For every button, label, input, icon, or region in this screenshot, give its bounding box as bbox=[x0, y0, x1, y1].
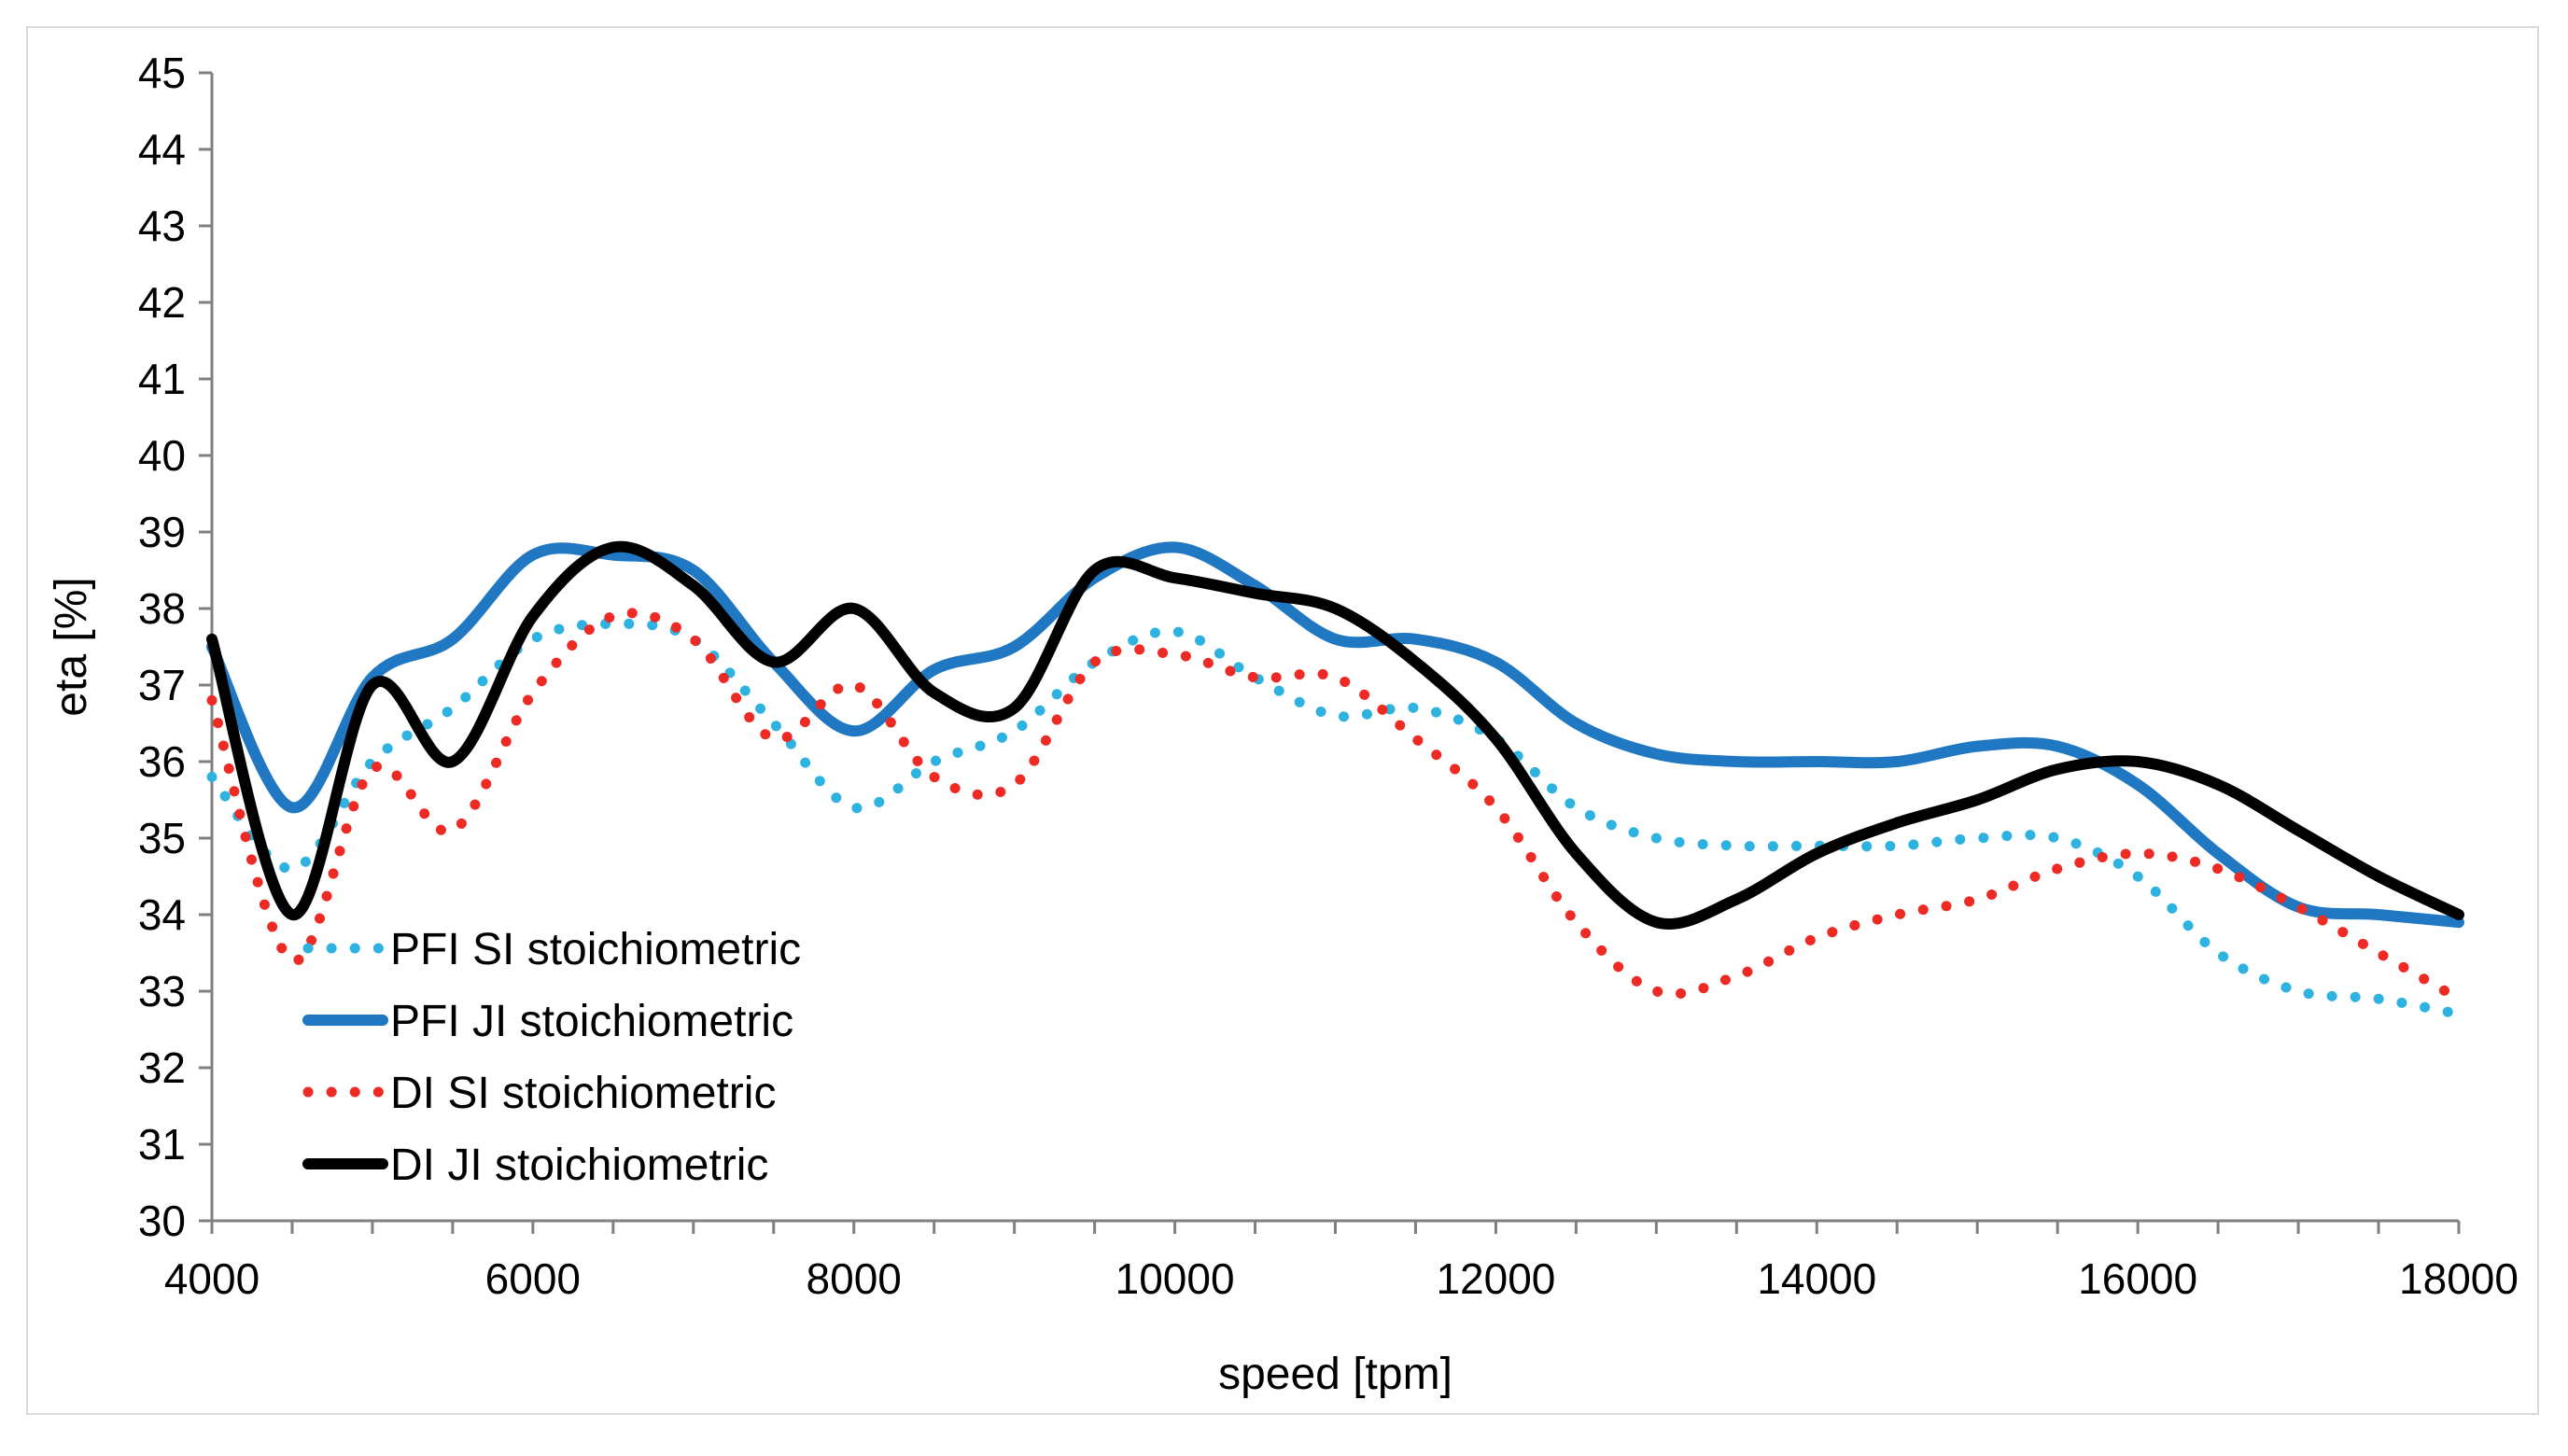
y-tick-label: 35 bbox=[138, 814, 186, 862]
y-tick-label: 34 bbox=[138, 890, 186, 939]
y-axis-title: eta [%] bbox=[47, 577, 96, 716]
legend-label-di-si-stoichiometric: DI SI stoichiometric bbox=[390, 1069, 776, 1118]
series-line-di-ji-stoichiometric bbox=[206, 540, 2464, 930]
x-tick-label: 14000 bbox=[1757, 1254, 1876, 1303]
legend-label-pfi-ji-stoichiometric: PFI JI stoichiometric bbox=[390, 997, 793, 1046]
y-tick-label: 43 bbox=[138, 202, 186, 250]
y-tick-label: 33 bbox=[138, 967, 186, 1015]
series-lines bbox=[206, 540, 2464, 1020]
series-line-pfi-ji-stoichiometric bbox=[206, 541, 2464, 929]
y-axis-ticks: 30 31 32 33 34 35 36 37 38 39 40 41 42 43 44 45 bbox=[138, 49, 212, 1245]
y-tick-label: 42 bbox=[138, 278, 186, 327]
y-tick-label: 32 bbox=[138, 1043, 186, 1092]
y-tick-label: 31 bbox=[138, 1120, 186, 1169]
y-tick-label: 45 bbox=[138, 49, 186, 97]
y-tick-label: 37 bbox=[138, 661, 186, 709]
legend-label-pfi-si-stoichiometric: PFI SI stoichiometric bbox=[390, 925, 801, 974]
x-tick-label: 10000 bbox=[1116, 1254, 1235, 1303]
chart-frame bbox=[26, 26, 2539, 1415]
x-axis-ticks: 4000 6000 8000 10000 12000 14000 16000 18000 bbox=[164, 1221, 2519, 1303]
x-tick-label: 16000 bbox=[2078, 1254, 2197, 1303]
y-tick-label: 38 bbox=[138, 584, 186, 633]
x-tick-label: 8000 bbox=[807, 1254, 902, 1303]
x-tick-label: 6000 bbox=[485, 1254, 581, 1303]
y-tick-label: 41 bbox=[138, 355, 186, 403]
x-tick-label: 18000 bbox=[2399, 1254, 2519, 1303]
y-tick-label: 40 bbox=[138, 431, 186, 480]
x-axis-title: speed [tpm] bbox=[1218, 1350, 1452, 1399]
legend-label-di-ji-stoichiometric: DI JI stoichiometric bbox=[390, 1141, 768, 1190]
legend: PFI SI stoichiometric PFI JI stoichiometr… bbox=[302, 925, 801, 1190]
x-tick-label: 12000 bbox=[1436, 1254, 1555, 1303]
y-tick-label: 30 bbox=[138, 1197, 186, 1245]
y-tick-label: 36 bbox=[138, 737, 186, 786]
x-tick-label: 4000 bbox=[164, 1254, 260, 1303]
y-tick-label: 39 bbox=[138, 508, 186, 556]
y-tick-label: 44 bbox=[138, 125, 186, 174]
axes bbox=[210, 73, 2459, 1223]
